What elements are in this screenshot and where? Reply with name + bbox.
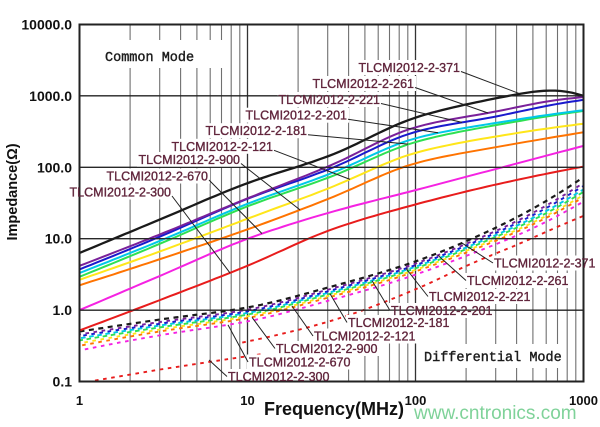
svg-text:1000: 1000 [569, 393, 598, 408]
svg-text:TLCMI2012-2-670: TLCMI2012-2-670 [249, 356, 350, 370]
svg-text:Common Mode: Common Mode [105, 51, 194, 66]
svg-text:TLCMI2012-2-900: TLCMI2012-2-900 [139, 153, 240, 167]
svg-text:TLCMI2012-2-181: TLCMI2012-2-181 [206, 124, 307, 138]
svg-text:10000.0: 10000.0 [21, 17, 72, 33]
svg-text:Impedance(Ω): Impedance(Ω) [5, 143, 21, 240]
svg-text:Differential Mode: Differential Mode [424, 351, 562, 366]
svg-text:TLCMI2012-2-670: TLCMI2012-2-670 [107, 170, 208, 184]
svg-text:10.0: 10.0 [45, 231, 72, 247]
svg-text:1: 1 [76, 393, 83, 408]
svg-text:TLCMI2012-2-371: TLCMI2012-2-371 [359, 61, 460, 75]
svg-text:TLCMI2012-2-201: TLCMI2012-2-201 [391, 304, 492, 318]
svg-text:TLCMI2012-2-261: TLCMI2012-2-261 [313, 77, 414, 91]
svg-text:TLCMI2012-2-181: TLCMI2012-2-181 [348, 316, 449, 330]
svg-text:TLCMI2012-2-300: TLCMI2012-2-300 [70, 186, 171, 200]
svg-text:TLCMI2012-2-121: TLCMI2012-2-121 [172, 140, 273, 154]
svg-text:100.0: 100.0 [37, 159, 72, 175]
svg-text:Frequency(MHz): Frequency(MHz) [264, 399, 404, 419]
svg-text:TLCMI2012-2-371: TLCMI2012-2-371 [494, 257, 595, 271]
svg-text:0.1: 0.1 [53, 374, 73, 390]
svg-text:www.cntronics.com: www.cntronics.com [413, 403, 577, 424]
svg-text:1.0: 1.0 [53, 302, 73, 318]
svg-text:1000.0: 1000.0 [29, 88, 72, 104]
svg-text:TLCMI2012-2-121: TLCMI2012-2-121 [314, 330, 415, 344]
svg-text:TLCMI2012-2-221: TLCMI2012-2-221 [429, 290, 530, 304]
svg-text:TLCMI2012-2-201: TLCMI2012-2-201 [246, 109, 347, 123]
svg-text:TLCMI2012-2-261: TLCMI2012-2-261 [467, 274, 568, 288]
svg-text:100: 100 [405, 393, 427, 408]
svg-text:10: 10 [240, 393, 254, 408]
svg-text:TLCMI2012-2-900: TLCMI2012-2-900 [276, 342, 377, 356]
svg-text:TLCMI2012-2-221: TLCMI2012-2-221 [279, 93, 380, 107]
svg-text:TLCMI2012-2-300: TLCMI2012-2-300 [228, 370, 329, 384]
